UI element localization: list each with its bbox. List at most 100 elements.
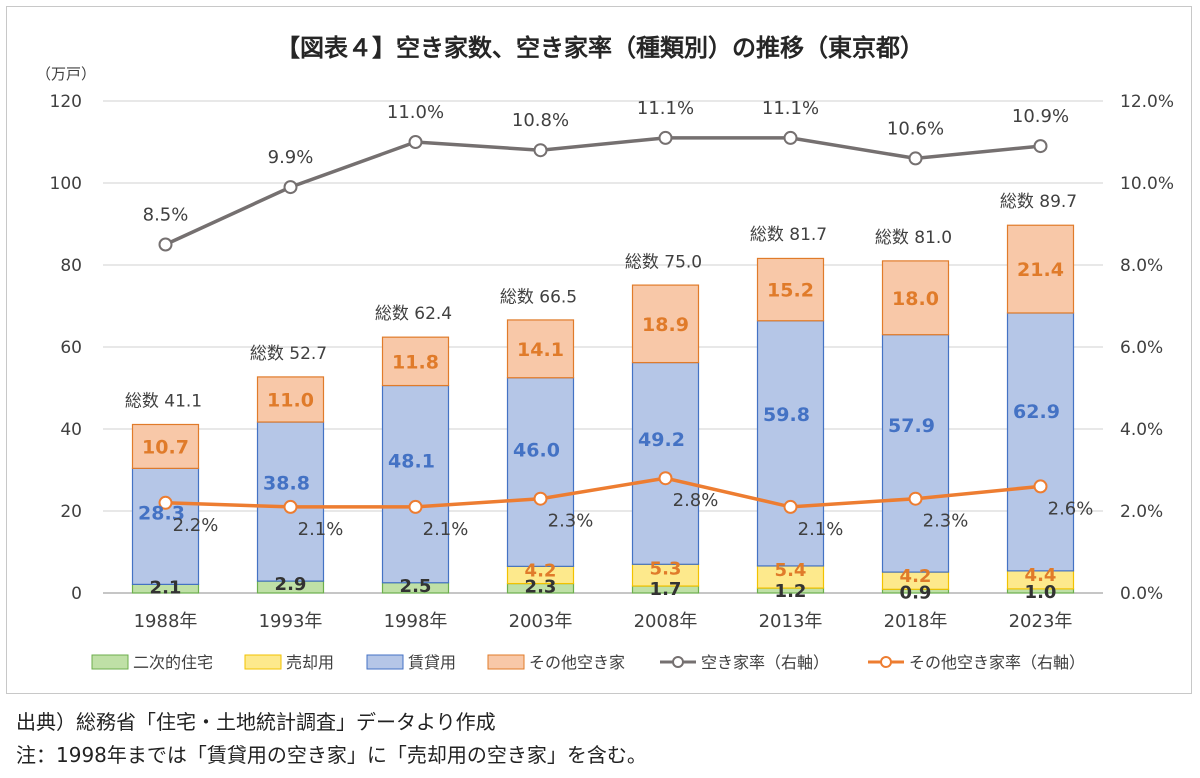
bar-segment (506, 377, 575, 567)
line-point (1033, 139, 1048, 154)
bar-segment (506, 319, 575, 379)
x-tick-label: 2008年 (634, 611, 698, 632)
bar-value-label: 1.2 (775, 581, 807, 602)
total-label: 総数 89.7 (1000, 192, 1077, 212)
x-tick-label: 1993年 (259, 611, 323, 632)
line-value-label: 2.1% (798, 519, 844, 540)
y2-tick-label: 6.0% (1120, 338, 1163, 358)
data-labels: 2.1 2.9 2.5 2.3 1.7 1.2 0.9 1.0 4.2 5.3 5.4 4.2 4.4 2… (125, 98, 1094, 603)
x-tick-label: 2003年 (509, 611, 573, 632)
y-tick-label: 40 (60, 420, 82, 440)
bar-segment (881, 260, 950, 336)
line-point (783, 130, 798, 145)
bar-value-label: 18.0 (892, 288, 939, 310)
line-point (658, 130, 673, 145)
line-point (658, 471, 673, 486)
bar-segment (381, 336, 450, 387)
legend-label: その他空き家 (529, 653, 625, 672)
legend-label: 二次的住宅 (133, 653, 213, 672)
bar-value-label: 4.4 (1025, 565, 1057, 586)
x-axis: 1988年 1993年 1998年 2003年 2008年 2013年 2018年 2023年 (134, 611, 1073, 632)
bar-value-label: 2.3 (525, 577, 557, 598)
y-axis-right: 0.0% 2.0% 4.0% 6.0% 8.0% 10.0% 12.0% (1120, 92, 1174, 604)
bar-value-label: 14.1 (517, 339, 564, 361)
line-point (408, 135, 423, 149)
line-value-label: 9.9% (268, 147, 314, 168)
series-line (164, 136, 1041, 247)
footnote: 注：1998年までは「賃貸用の空き家」に「売却用の空き家」を含む。 (16, 743, 647, 767)
bar-value-label: 48.1 (388, 450, 435, 472)
bar-value-label: 5.4 (775, 560, 807, 581)
y-tick-label: 60 (60, 338, 82, 358)
bar-segment (631, 361, 700, 565)
bar-segment (1006, 312, 1075, 572)
legend: 二次的住宅 売却用 賃貸用 その他空き家 空き家率（右軸） その他空き家率（右軸） (91, 653, 1085, 672)
line-point (283, 180, 298, 195)
y2-tick-label: 8.0% (1120, 256, 1163, 276)
legend-marker (672, 656, 684, 668)
y-tick-label: 0 (71, 584, 82, 604)
y2-tick-label: 4.0% (1120, 420, 1163, 440)
line-point (533, 491, 548, 506)
bar-segment (756, 257, 825, 322)
line-value-label: 2.8% (673, 490, 719, 511)
bar-value-label: 5.3 (650, 558, 682, 579)
chart-title: 【図表４】空き家数、空き家率（種類別）の推移（東京都） (276, 34, 924, 62)
bar-value-label: 4.2 (525, 560, 557, 581)
bar-value-label: 2.9 (275, 574, 307, 595)
line-point (408, 499, 423, 514)
y2-tick-label: 12.0% (1120, 92, 1174, 112)
bar-value-label: 15.2 (767, 280, 814, 302)
line-value-label: 2.1% (423, 519, 469, 540)
line-value-label: 11.0% (387, 102, 444, 123)
x-tick-label: 1988年 (134, 611, 198, 632)
line-value-label: 2.6% (1048, 498, 1094, 519)
y-tick-label: 100 (50, 174, 82, 194)
total-label: 総数 75.0 (625, 253, 702, 273)
x-tick-label: 2018年 (884, 611, 948, 632)
line-point (1033, 479, 1048, 494)
chart: 【図表４】空き家数、空き家率（種類別）の推移（東京都） （万戸） 0 20 40 60… (36, 34, 1174, 672)
bar-segment (381, 384, 450, 584)
chart-frame (6, 6, 1192, 694)
line-value-label: 11.1% (637, 98, 694, 119)
y-tick-label: 120 (50, 92, 82, 112)
y-tick-label: 80 (60, 256, 82, 276)
line-point (158, 495, 173, 510)
legend-label: 賃貸用 (408, 653, 456, 672)
series-line (165, 476, 1041, 509)
legend-label: 売却用 (286, 653, 334, 672)
bar-value-label: 0.9 (900, 582, 932, 603)
total-label: 総数 81.0 (875, 228, 952, 248)
line-value-label: 10.6% (887, 118, 944, 139)
y2-tick-label: 2.0% (1120, 502, 1163, 522)
legend-swatch (366, 654, 404, 670)
bar-value-label: 46.0 (513, 439, 560, 461)
bar-value-label: 18.9 (642, 314, 689, 336)
legend-swatch (244, 654, 282, 670)
legend-swatch (91, 654, 129, 670)
line-point (158, 237, 173, 252)
line-value-label: 2.1% (298, 519, 344, 540)
line-value-label: 8.5% (143, 205, 189, 226)
line-point (533, 143, 548, 158)
y-axis-unit: （万戸） (36, 65, 96, 83)
bar-value-label: 38.8 (263, 472, 310, 494)
bar-value-label: 62.9 (1013, 401, 1060, 423)
bar-value-label: 2.1 (150, 577, 182, 598)
bar-value-label: 59.8 (763, 404, 810, 426)
y2-tick-label: 0.0% (1120, 584, 1163, 604)
x-tick-label: 2013年 (759, 611, 823, 632)
y2-tick-label: 10.0% (1120, 174, 1174, 194)
total-label: 総数 41.1 (125, 391, 202, 411)
line-value-label: 10.9% (1012, 106, 1069, 127)
bar-segment (1006, 224, 1075, 314)
bar-value-label: 11.0 (267, 389, 314, 411)
bar-value-label: 10.7 (142, 436, 189, 458)
y-tick-label: 20 (60, 502, 82, 522)
line-value-label: 10.8% (512, 110, 569, 131)
bar-value-label: 49.2 (638, 429, 685, 451)
bar-value-label: 2.5 (400, 576, 432, 597)
line-series (158, 130, 1048, 514)
legend-swatch (487, 654, 525, 670)
